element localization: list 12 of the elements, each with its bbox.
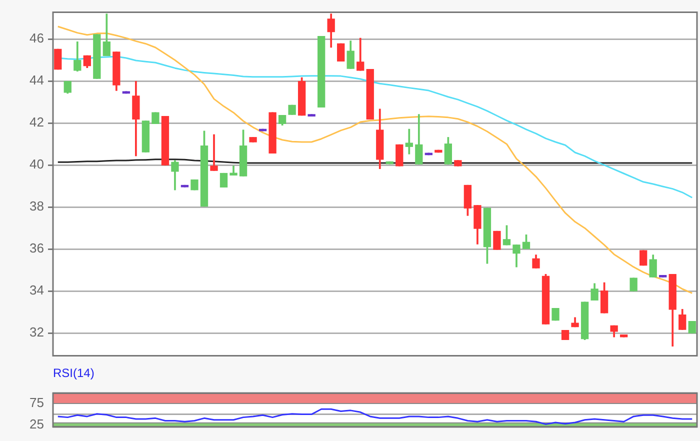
y-tick-label: 44 — [30, 72, 44, 88]
candlestick — [210, 134, 218, 171]
y-tick-label: 34 — [30, 282, 44, 298]
chart-title: RSI(14) — [53, 366, 94, 380]
y-tick-label: 38 — [30, 198, 44, 214]
y-tick-label: 75 — [30, 395, 44, 410]
y-tick-label: 42 — [30, 114, 44, 130]
y-tick-label: 36 — [30, 240, 44, 256]
y-tick-label: 40 — [30, 156, 44, 172]
y-tick-label: 32 — [30, 324, 44, 340]
y-tick-label: 25 — [30, 416, 44, 432]
y-tick-label: 46 — [30, 30, 44, 46]
